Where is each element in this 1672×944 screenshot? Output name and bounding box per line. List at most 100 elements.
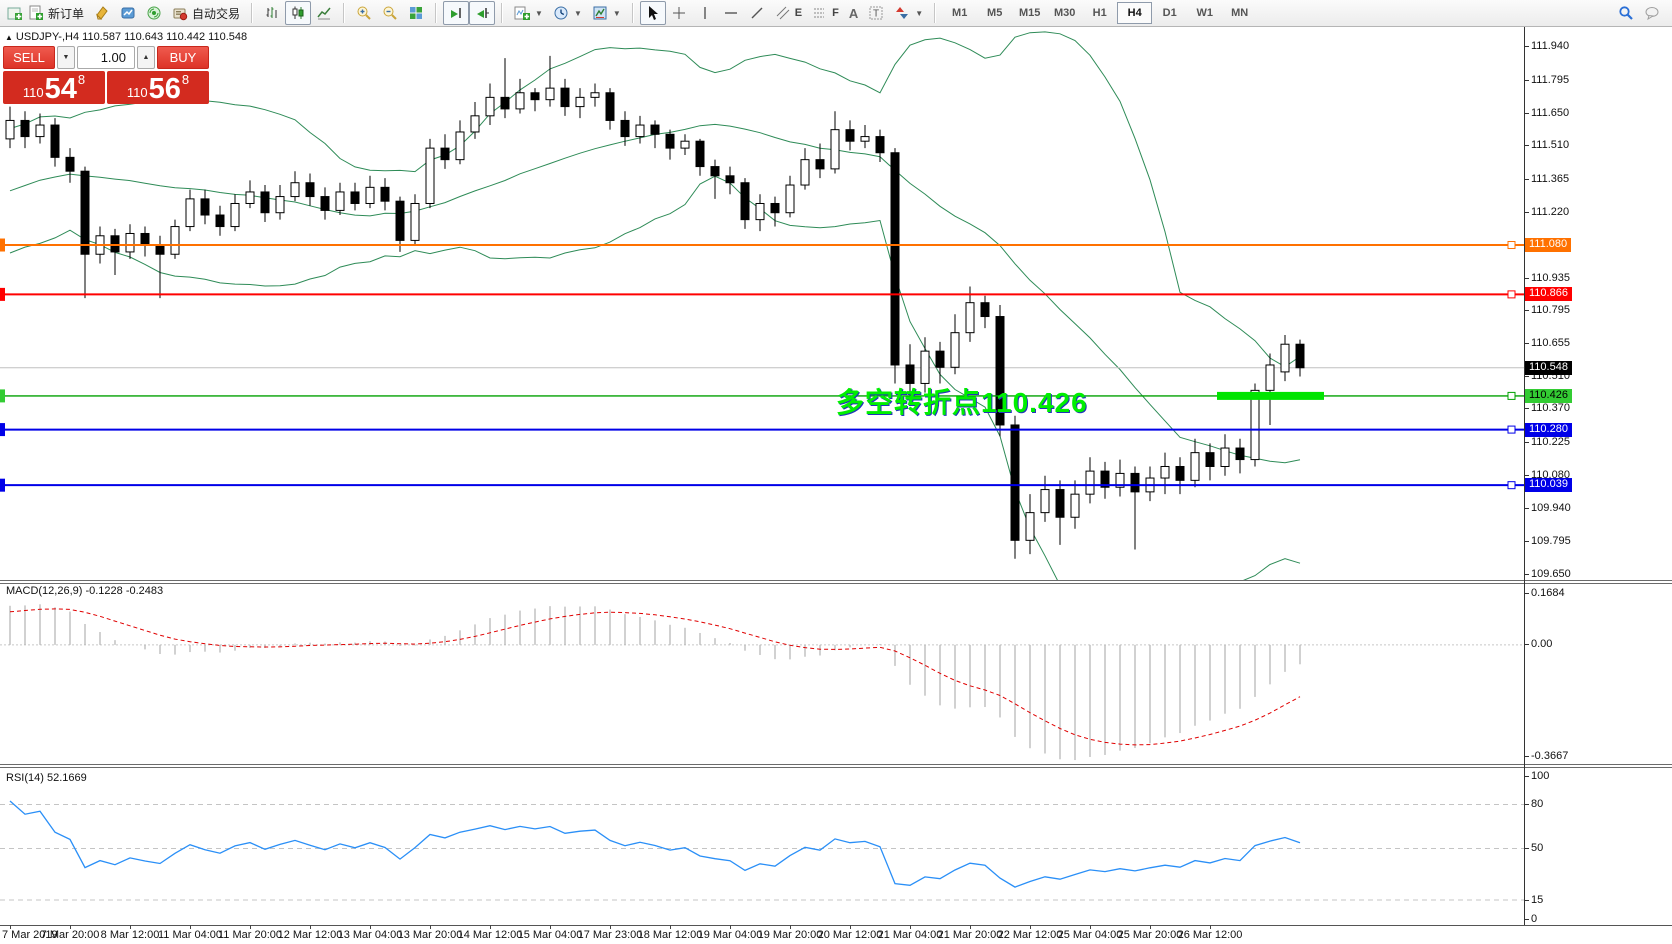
channel-button[interactable]: E [770, 1, 807, 25]
templates-button[interactable]: ▼ [587, 1, 626, 25]
level-price-tag[interactable]: 110.426 [1525, 388, 1572, 403]
chevron-down-icon[interactable]: ▼ [535, 8, 543, 18]
bull-candle [5, 119, 15, 140]
level-price-tag[interactable]: 110.866 [1525, 287, 1572, 302]
toolbar-separator [251, 3, 254, 23]
price-tick-label: 110.655 [1531, 336, 1570, 349]
bear-candle [1130, 472, 1140, 493]
timeframe-m15-button[interactable]: M15 [1018, 7, 1041, 19]
rsi-tick-label: 100 [1531, 769, 1550, 782]
buy-button[interactable]: BUY [157, 46, 209, 69]
time-tick-mark [70, 925, 71, 929]
periods-button[interactable]: ▼ [548, 1, 587, 25]
tile-windows-button[interactable] [403, 1, 429, 25]
bull-candle [485, 96, 495, 117]
zoom-out-button[interactable] [377, 1, 403, 25]
sell-button[interactable]: SELL [3, 46, 55, 69]
fibonacci-letter: F [832, 7, 839, 19]
search-button[interactable] [1613, 1, 1639, 25]
bar-chart-button[interactable] [259, 1, 285, 25]
bar-chart-icon [264, 5, 280, 21]
current-price-tag[interactable]: 110.548 [1525, 360, 1572, 375]
signals-button[interactable] [141, 1, 167, 25]
bear-candle [995, 316, 1005, 426]
bear-candle [875, 136, 885, 154]
new-order-button[interactable]: 新订单 [23, 1, 89, 25]
timeframe-h4-button[interactable]: H4 [1117, 2, 1153, 24]
time-label: 18 Mar 12:00 [637, 929, 703, 941]
level-price-tag[interactable]: 110.280 [1525, 422, 1572, 437]
trendline-button[interactable] [744, 1, 770, 25]
time-label: 11 Mar 04:00 [157, 929, 223, 941]
toolbar-separator [501, 3, 504, 23]
timeframe-d1-button[interactable]: D1 [1162, 7, 1177, 19]
candlestick-button[interactable] [285, 1, 312, 25]
bear-candle [80, 170, 90, 255]
vertical-line-button[interactable] [692, 1, 718, 25]
new-order-label: 新订单 [48, 6, 85, 21]
pane-divider[interactable] [0, 764, 1672, 768]
text-label-button[interactable]: T [863, 1, 889, 25]
level-left-stub [0, 238, 5, 252]
chevron-down-icon[interactable]: ▼ [573, 8, 582, 18]
indicators-button[interactable]: ▼ [509, 1, 548, 25]
zoom-in-button[interactable] [351, 1, 377, 25]
one-click-trading-panel: SELL ▼ 1.00 ▲ BUY 110 54 8 110 56 8 [3, 46, 209, 104]
sell-price-display[interactable]: 110 54 8 [3, 71, 105, 104]
bear-candle [890, 152, 900, 366]
level-line-handle [1507, 290, 1516, 299]
arrows-button[interactable]: ▼ [889, 1, 928, 25]
auto-trading-button[interactable]: 自动交易 [167, 1, 245, 25]
level-left-stub [0, 478, 5, 492]
horizontal-line-button[interactable] [718, 1, 744, 25]
axis-tick-mark [1524, 507, 1529, 509]
axis-tick-mark [1524, 775, 1529, 777]
time-axis-border [0, 925, 1672, 926]
bear-candle [620, 119, 630, 138]
buy-price-display[interactable]: 110 56 8 [107, 71, 209, 104]
line-chart-button[interactable] [311, 1, 337, 25]
axis-tick-mark [1524, 342, 1529, 344]
market-watch-button[interactable] [115, 1, 141, 25]
styler-button[interactable] [89, 1, 115, 25]
time-label: 12 Mar 12:00 [277, 929, 343, 941]
collapse-arrow-icon[interactable]: ▲ [5, 33, 13, 42]
volume-input[interactable]: 1.00 [77, 46, 135, 69]
chevron-down-icon: ▼ [62, 54, 70, 61]
chevron-down-icon[interactable]: ▼ [915, 8, 924, 18]
volume-increase-button[interactable]: ▲ [137, 46, 155, 69]
level-price-tag[interactable]: 110.039 [1525, 478, 1572, 493]
auto-scroll-button[interactable] [443, 1, 470, 25]
timeframe-w1-button[interactable]: W1 [1196, 7, 1213, 19]
chat-button[interactable] [1639, 1, 1665, 25]
text-button[interactable]: A [844, 1, 863, 25]
rsi-tick-label: 15 [1531, 893, 1544, 906]
pane-divider[interactable] [0, 580, 1672, 584]
macd-tick-label: -0.3667 [1531, 749, 1569, 762]
timeframe-m5-button[interactable]: M5 [987, 7, 1003, 19]
timeframe-m30-button[interactable]: M30 [1053, 7, 1076, 19]
bull-candle [575, 96, 585, 108]
time-tick-mark [10, 925, 11, 929]
timeframe-mn-button[interactable]: MN [1231, 7, 1249, 19]
rsi-line [9, 800, 1301, 888]
level-left-stub [0, 287, 5, 301]
volume-decrease-button[interactable]: ▼ [57, 46, 75, 69]
timeframe-h1-button[interactable]: H1 [1092, 7, 1107, 19]
cursor-button[interactable] [639, 1, 666, 25]
time-tick-mark [1090, 925, 1091, 929]
chevron-down-icon[interactable]: ▼ [612, 8, 621, 18]
fibonacci-button[interactable]: F [807, 1, 844, 25]
time-tick-mark [1150, 925, 1151, 929]
styler-icon [94, 5, 110, 21]
price-tick-label: 111.940 [1531, 40, 1570, 53]
crosshair-button[interactable] [666, 1, 692, 25]
time-label: 25 Mar 04:00 [1057, 929, 1123, 941]
chart-shift-button[interactable] [469, 1, 496, 25]
pivot-annotation[interactable]: 多空转折点110.426 [836, 387, 1088, 418]
chart-canvas[interactable] [0, 27, 1672, 925]
time-label: 11 Mar 20:00 [217, 929, 283, 941]
bear-candle [665, 133, 675, 149]
timeframe-m1-button[interactable]: M1 [952, 7, 968, 19]
level-price-tag[interactable]: 111.080 [1525, 238, 1572, 253]
